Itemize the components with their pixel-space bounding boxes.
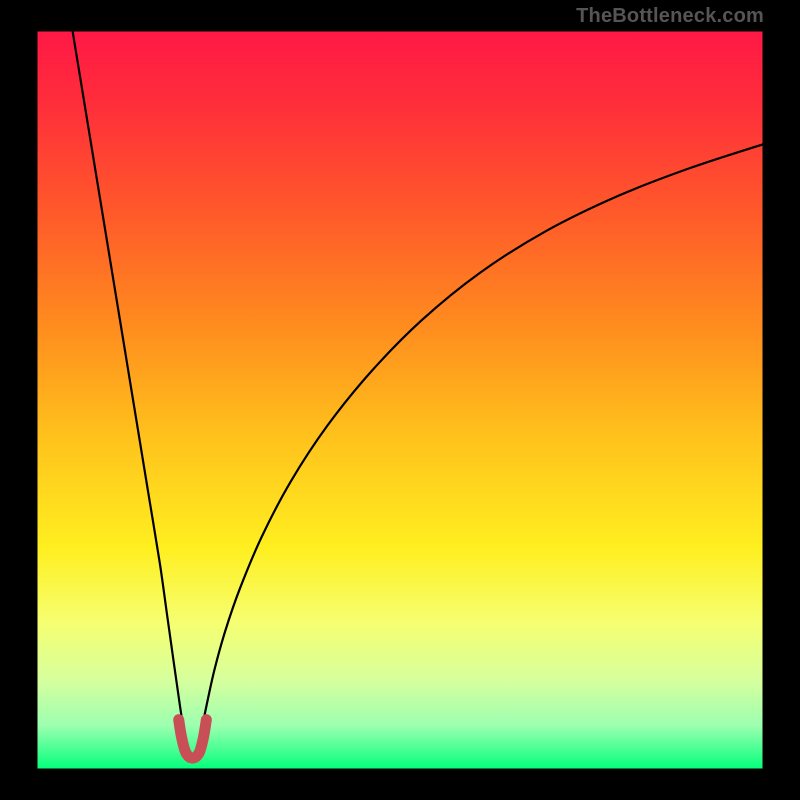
- heat-gradient-background: [36, 30, 764, 770]
- bottleneck-chart: [0, 0, 800, 800]
- chart-root: TheBottleneck.com: [0, 0, 800, 800]
- watermark-label: TheBottleneck.com: [576, 5, 764, 28]
